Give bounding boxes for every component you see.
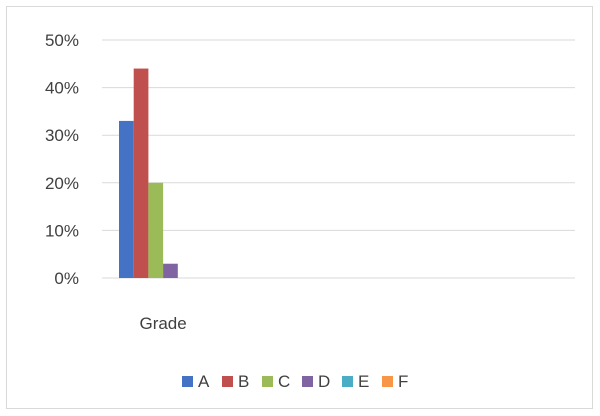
bar-c	[148, 182, 164, 278]
x-axis-category-labels: Grade	[139, 314, 186, 333]
x-category-label: Grade	[139, 314, 186, 333]
y-tick-label: 10%	[45, 221, 79, 240]
bar-d	[163, 263, 178, 278]
legend-label-c: C	[278, 372, 290, 391]
legend-swatch-f	[382, 376, 393, 387]
legend-swatch-b	[222, 376, 233, 387]
legend-label-b: B	[238, 372, 249, 391]
chart-frame	[6, 6, 593, 409]
legend-swatch-c	[262, 376, 273, 387]
legend-swatch-d	[302, 376, 313, 387]
y-tick-label: 20%	[45, 174, 79, 193]
gridlines	[102, 39, 575, 279]
bars	[119, 68, 178, 278]
y-tick-label: 0%	[54, 269, 79, 288]
legend-label-f: F	[398, 372, 408, 391]
legend-label-a: A	[198, 372, 210, 391]
legend: A B C D E F	[182, 372, 408, 391]
legend-label-e: E	[358, 372, 369, 391]
legend-swatch-a	[182, 376, 193, 387]
legend-swatch-e	[342, 376, 353, 387]
bar-b	[133, 68, 149, 278]
y-tick-label: 30%	[45, 126, 79, 145]
bar-a	[119, 120, 134, 278]
y-axis-tick-labels: 0% 10% 20% 30% 40% 50%	[45, 31, 79, 288]
y-tick-label: 40%	[45, 79, 79, 98]
legend-label-d: D	[318, 372, 330, 391]
y-tick-label: 50%	[45, 31, 79, 50]
